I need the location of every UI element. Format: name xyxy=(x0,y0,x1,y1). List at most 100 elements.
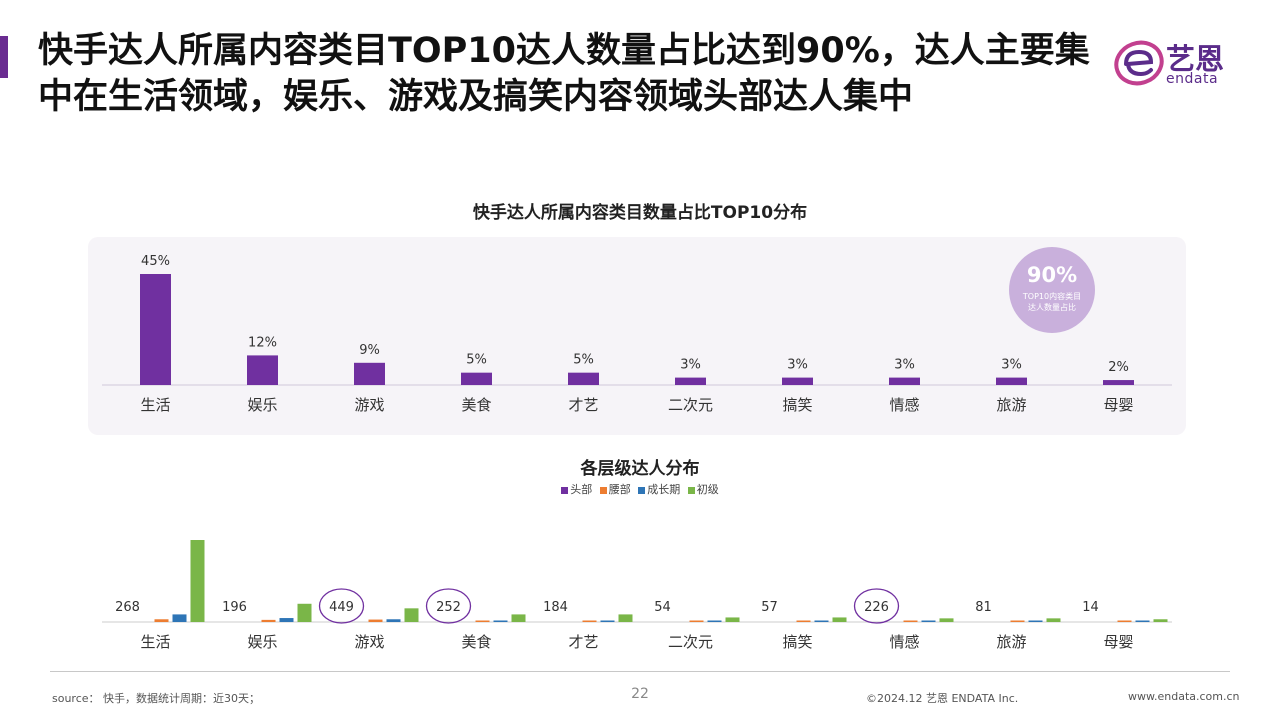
category-label: 游戏 xyxy=(354,396,384,414)
head-count-label: 226 xyxy=(864,600,889,615)
tier-bar-初级-7 xyxy=(939,618,954,622)
tier-category-label: 才艺 xyxy=(568,633,598,651)
category-label: 娱乐 xyxy=(247,396,277,414)
tier-bar-成长期-8 xyxy=(1028,620,1043,622)
bar-value-label: 5% xyxy=(466,353,487,368)
tier-bar-成长期-7 xyxy=(921,620,936,622)
head-count-label: 268 xyxy=(115,600,140,615)
head-count-label: 196 xyxy=(222,600,247,615)
page-title: 快手达人所属内容类目TOP10达人数量占比达到90%，达人主要集中在生活领域，娱… xyxy=(38,31,1090,117)
tier-category-label: 美食 xyxy=(461,633,491,651)
tier-category-label: 搞笑 xyxy=(782,633,812,651)
tier-bar-成长期-2 xyxy=(386,619,401,622)
bar-value-label: 3% xyxy=(680,358,701,373)
tier-bar-初级-2 xyxy=(404,608,419,622)
tier-bar-初级-5 xyxy=(725,617,740,622)
tier-bar-腰部-7 xyxy=(903,620,918,622)
category-label: 旅游 xyxy=(996,396,1026,414)
source-note: source： 快手，数据统计周期：近30天； xyxy=(52,692,261,705)
endata-logo-icon xyxy=(1114,40,1164,86)
tier-bar-初级-4 xyxy=(618,614,633,622)
tier-bar-成长期-0 xyxy=(172,614,187,622)
legend-swatch-waist xyxy=(599,486,607,494)
copyright: ©2024.12 艺恩 ENDATA Inc. xyxy=(866,692,1019,705)
tier-category-label: 娱乐 xyxy=(247,633,277,651)
legend-label-beginner: 初级 xyxy=(696,483,719,496)
website-link[interactable]: www.endata.com.cn xyxy=(1128,690,1240,703)
legend-label-head: 头部 xyxy=(570,483,593,496)
page-number: 22 xyxy=(631,686,649,702)
tier-bar-初级-6 xyxy=(832,617,847,622)
tier-category-label: 情感 xyxy=(889,633,919,651)
category-label: 二次元 xyxy=(668,396,713,414)
bar-value-label: 45% xyxy=(141,254,170,269)
top10-share-badge: 90% TOP10内容类目达人数量占比 xyxy=(1009,247,1095,333)
category-label: 母婴 xyxy=(1103,396,1133,414)
tier-bar-腰部-6 xyxy=(796,620,811,622)
tier-bar-成长期-4 xyxy=(600,620,615,622)
chart2-legend: 头部 腰部 成长期 初级 xyxy=(0,481,1280,497)
logo-subtitle: endata xyxy=(1166,71,1219,87)
bar-value-label: 9% xyxy=(359,343,380,358)
bar-9 xyxy=(1103,380,1134,385)
tier-bar-成长期-5 xyxy=(707,620,722,622)
logo-name: 艺恩 xyxy=(1166,42,1225,76)
head-count-label: 57 xyxy=(761,600,778,615)
tier-bar-初级-3 xyxy=(511,614,526,622)
bar-7 xyxy=(889,377,920,385)
chart2-title: 各层级达人分布 xyxy=(580,459,700,479)
tier-category-label: 旅游 xyxy=(996,633,1026,651)
bar-value-label: 5% xyxy=(573,353,594,368)
category-label: 搞笑 xyxy=(782,396,812,414)
legend-item-waist: 腰部 xyxy=(599,481,631,497)
head-count-label: 14 xyxy=(1082,600,1099,615)
tier-bar-腰部-1 xyxy=(261,619,276,622)
bar-5 xyxy=(675,377,706,385)
tier-bar-成长期-6 xyxy=(814,620,829,622)
category-label: 美食 xyxy=(461,396,491,414)
badge-value: 90% xyxy=(1026,263,1078,287)
legend-item-head: 头部 xyxy=(561,481,592,497)
bar-2 xyxy=(354,362,385,385)
legend-item-beginner: 初级 xyxy=(687,481,719,497)
tier-bar-腰部-3 xyxy=(475,620,490,622)
tier-bar-腰部-8 xyxy=(1010,620,1025,622)
head-count-label: 184 xyxy=(543,600,568,615)
category-share-chart: 45% 生活 12% 娱乐 9% 游戏 5% 美食 5% 才艺 3% 二次元 3% 搞笑 3% 情感 3% 旅游 2… xyxy=(102,254,1172,414)
chart1-title: 快手达人所属内容类目数量占比TOP10分布 xyxy=(472,203,808,223)
tier-bar-初级-1 xyxy=(297,603,312,622)
tier-bar-初级-9 xyxy=(1153,619,1168,622)
bar-3 xyxy=(461,372,492,385)
legend-swatch-beginner xyxy=(687,486,695,494)
bar-4 xyxy=(568,372,599,385)
tier-bar-腰部-5 xyxy=(689,620,704,622)
highlight-circle xyxy=(853,588,900,624)
highlight-circle xyxy=(425,588,472,624)
tier-bar-腰部-9 xyxy=(1117,620,1132,622)
bar-0 xyxy=(140,274,171,385)
legend-label-waist: 腰部 xyxy=(608,483,631,496)
bar-value-label: 3% xyxy=(894,358,915,373)
tier-category-label: 二次元 xyxy=(668,633,713,651)
tier-bar-成长期-3 xyxy=(493,620,508,622)
badge-caption: TOP10内容类目达人数量占比 xyxy=(1022,292,1082,312)
category-label: 才艺 xyxy=(568,396,598,414)
head-count-label: 54 xyxy=(654,600,671,615)
tier-category-label: 母婴 xyxy=(1103,633,1133,651)
category-label: 情感 xyxy=(889,396,919,414)
legend-swatch-head xyxy=(561,486,569,494)
bar-8 xyxy=(996,377,1027,385)
head-count-label: 449 xyxy=(329,600,354,615)
tier-bar-初级-8 xyxy=(1046,618,1061,622)
highlight-circle xyxy=(318,588,365,624)
tier-bar-初级-0 xyxy=(190,540,205,622)
chart1-panel xyxy=(88,237,1186,435)
legend-label-growth: 成长期 xyxy=(647,483,681,496)
tier-bar-成长期-9 xyxy=(1135,620,1150,622)
endata-logo: 艺恩 endata xyxy=(1114,34,1244,90)
title-accent-bar xyxy=(0,36,8,78)
head-count-label: 81 xyxy=(975,600,992,615)
legend-swatch-growth xyxy=(638,486,646,494)
bar-value-label: 12% xyxy=(248,335,277,350)
